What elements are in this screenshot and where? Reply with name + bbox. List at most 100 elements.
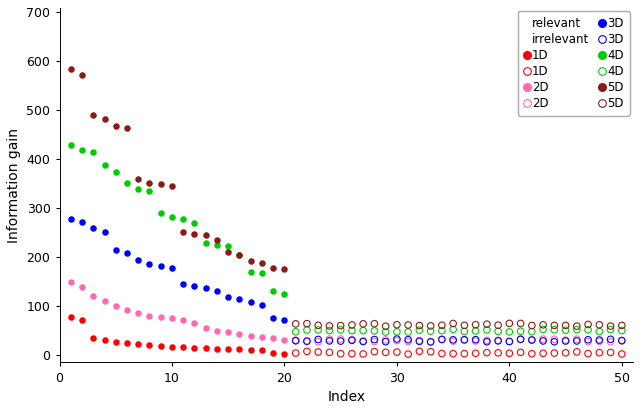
Point [369, 321, 380, 327]
Point [66, 65, 76, 72]
Point [66, 141, 76, 148]
Point [426, 339, 436, 345]
Point [403, 322, 413, 328]
Point [212, 242, 222, 248]
Point [122, 339, 132, 346]
Point [133, 341, 143, 348]
Point [212, 328, 222, 334]
Point [335, 327, 346, 333]
Point [77, 219, 87, 225]
Point [189, 282, 200, 289]
Point [504, 320, 515, 327]
Point [493, 328, 503, 335]
Point [279, 266, 289, 273]
Point [145, 261, 155, 268]
Point [572, 323, 582, 330]
Point [460, 337, 470, 343]
Point [594, 321, 604, 328]
Point [335, 338, 346, 344]
X-axis label: Index: Index [327, 390, 365, 404]
Point [302, 327, 312, 333]
Point [493, 322, 503, 328]
Point [234, 330, 244, 337]
Point [436, 322, 447, 328]
Point [189, 344, 200, 351]
Point [583, 350, 593, 357]
Point [291, 328, 301, 335]
Point [313, 349, 323, 355]
Point [358, 338, 368, 345]
Point [448, 337, 458, 343]
Point [436, 336, 447, 342]
Point [313, 336, 323, 343]
Point [381, 323, 391, 330]
Point [279, 351, 289, 358]
Point [369, 328, 380, 334]
Point [403, 336, 413, 343]
Point [122, 125, 132, 132]
Point [324, 327, 335, 334]
Point [460, 328, 470, 335]
Point [189, 320, 200, 327]
Point [583, 326, 593, 333]
Point [605, 349, 616, 356]
Point [572, 326, 582, 333]
Point [88, 149, 99, 155]
Point [77, 283, 87, 290]
Point [583, 338, 593, 345]
Point [482, 327, 492, 333]
Point [156, 343, 166, 350]
Point [268, 315, 278, 322]
Point [156, 314, 166, 320]
Point [313, 322, 323, 329]
Point [504, 350, 515, 357]
Point [594, 349, 604, 356]
Point [66, 278, 76, 285]
Point [414, 322, 424, 329]
Point [347, 337, 357, 344]
Point [234, 296, 244, 302]
Point [448, 320, 458, 327]
Point [291, 350, 301, 356]
Point [561, 349, 571, 356]
Point [381, 338, 391, 345]
Point [448, 338, 458, 344]
Point [111, 339, 121, 345]
Point [527, 336, 537, 343]
Point [460, 337, 470, 343]
Point [358, 338, 368, 344]
Point [88, 335, 99, 341]
Point [234, 346, 244, 353]
Point [212, 346, 222, 352]
Point [617, 337, 627, 344]
Point [313, 338, 323, 345]
Point [133, 309, 143, 316]
Point [279, 291, 289, 297]
Point [66, 314, 76, 320]
Point [88, 112, 99, 118]
Point [414, 327, 424, 334]
Point [178, 344, 188, 351]
Point [200, 325, 211, 332]
Point [302, 338, 312, 345]
Point [77, 72, 87, 79]
Point [268, 335, 278, 341]
Point [583, 337, 593, 343]
Point [268, 288, 278, 295]
Point [291, 337, 301, 344]
Point [381, 329, 391, 335]
Point [335, 322, 346, 329]
Point [99, 162, 109, 169]
Point [279, 316, 289, 323]
Point [122, 250, 132, 256]
Point [133, 185, 143, 192]
Point [460, 322, 470, 328]
Point [561, 338, 571, 344]
Point [493, 337, 503, 344]
Point [223, 346, 234, 352]
Point [246, 269, 256, 275]
Point [572, 338, 582, 344]
Point [347, 351, 357, 357]
Point [88, 293, 99, 300]
Point [470, 328, 481, 334]
